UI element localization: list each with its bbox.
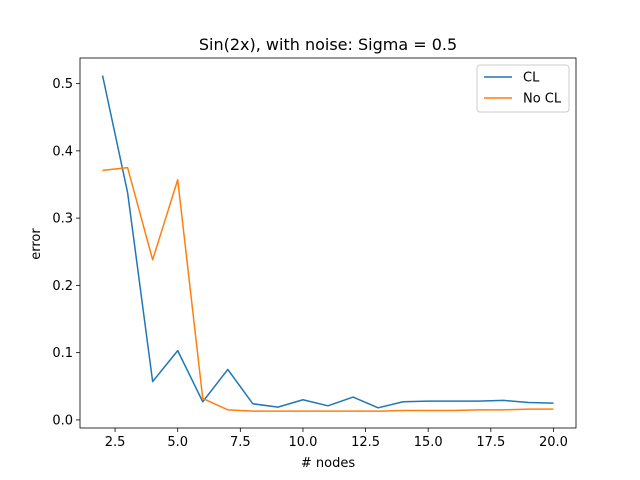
y-tick-label: 0.2: [52, 279, 73, 294]
x-tick-label: 20.0: [539, 435, 568, 450]
y-tick-label: 0.0: [52, 413, 73, 428]
y-tick-label: 0.3: [52, 212, 73, 227]
y-axis-ticks: 0.0 0.1 0.2 0.3 0.4 0.5: [52, 77, 80, 428]
plot-frame: [79, 57, 577, 429]
series-line-0: [101, 75, 554, 409]
legend-label-0: CL: [523, 71, 540, 86]
x-tick-label: 5.0: [167, 435, 188, 450]
x-tick-label: 17.5: [476, 435, 505, 450]
y-tick-label: 0.5: [52, 77, 73, 92]
legend: CL No CL: [476, 64, 570, 113]
legend-label-1: No CL: [523, 92, 562, 107]
x-axis-ticks: 2.5 5.0 7.5 10.0 12.5 15.0 17.5 20.0: [105, 428, 568, 450]
x-tick-label: 2.5: [105, 435, 126, 450]
series-line-1: [102, 166, 554, 412]
y-axis-label: error: [29, 228, 44, 260]
plot-area: [79, 57, 577, 429]
x-tick-label: 15.0: [414, 435, 443, 450]
chart-title: Sin(2x), with noise: Sigma = 0.5: [199, 35, 457, 54]
x-tick-label: 12.5: [351, 435, 380, 450]
y-tick-label: 0.4: [52, 144, 73, 159]
x-axis-label: # nodes: [301, 456, 355, 471]
x-tick-label: 10.0: [288, 435, 317, 450]
x-tick-label: 7.5: [230, 435, 251, 450]
y-tick-label: 0.1: [52, 346, 73, 361]
